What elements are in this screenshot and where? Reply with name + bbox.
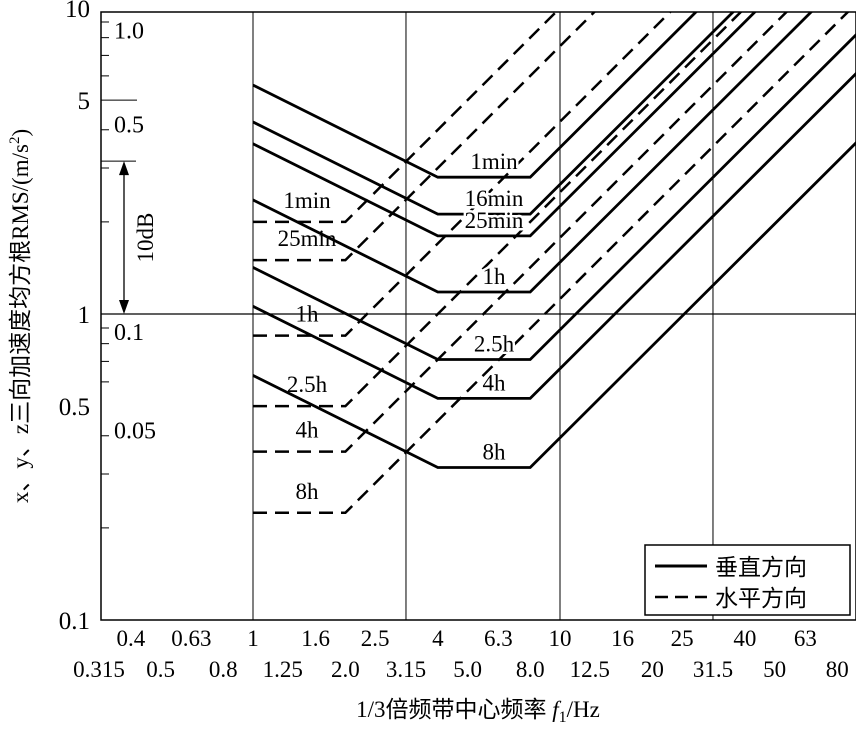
- x-tick-label-row2: 12.5: [570, 657, 610, 682]
- curve-horizontal: [253, 12, 743, 408]
- curve-vertical: [252, 12, 757, 238]
- x-tick-label-row1: 1: [247, 626, 259, 651]
- y-tick-label: 0.5: [59, 394, 90, 421]
- x-tick-label-row2: 50: [763, 657, 786, 682]
- x-tick-label-row1: 4: [432, 626, 444, 651]
- y-tick-label: 1: [78, 302, 91, 329]
- y-secondary-label: 0.1: [114, 320, 144, 346]
- x-tick-label-row2: 2.0: [331, 657, 360, 682]
- x-tick-label-row2: 0.8: [209, 657, 238, 682]
- curve-horizontal: [253, 12, 558, 224]
- curve-vertical: [252, 12, 698, 179]
- x-tick-label-row1: 25: [671, 626, 694, 651]
- grid-lines: [101, 12, 856, 620]
- y-secondary-label: 0.5: [114, 112, 144, 138]
- x-tick-label-row2: 0.5: [146, 657, 175, 682]
- x-tick-label-row1: 0.63: [171, 626, 211, 651]
- y-secondary-label: 0.05: [114, 418, 156, 444]
- legend: 垂直方向 水平方向: [644, 544, 851, 616]
- curve-vertical: [252, 12, 736, 216]
- curve-label: 16min: [465, 186, 524, 211]
- curve-label: 8h: [483, 440, 507, 465]
- x-tick-label-row2: 20: [641, 657, 664, 682]
- arrow-up-icon: [119, 161, 129, 176]
- curve-label: 25min: [278, 226, 337, 251]
- x-tick-label-row1: 0.4: [116, 626, 145, 651]
- arrow-down-icon: [119, 300, 129, 314]
- x-tick-label-row1: 16: [611, 626, 634, 651]
- legend-box: [644, 544, 851, 616]
- curve-horizontal: [253, 12, 850, 515]
- x-tick-label-row2: 8.0: [516, 657, 545, 682]
- y-tick-label: 5: [78, 88, 91, 115]
- curve-label: 25min: [465, 208, 524, 233]
- curve-vertical: [252, 140, 856, 469]
- legend-label-horizontal: 水平方向: [715, 586, 807, 611]
- curve-label: 1h: [296, 302, 320, 327]
- curve-horizontal: [253, 12, 597, 262]
- x-tick-label-row2: 1.25: [263, 657, 303, 682]
- x-tick-label-row1: 2.5: [361, 626, 390, 651]
- y-axis-title: x、y、z三向加速度均方根RMS/(m/s2): [7, 129, 33, 503]
- x-tick-label-row1: 6.3: [484, 626, 513, 651]
- y-secondary-label: 1.0: [114, 19, 144, 45]
- curve-vertical: [252, 32, 856, 361]
- x-axis-title: 1/3倍频带中心频率 f1/Hz: [356, 697, 600, 726]
- x-tick-label-row1: 10: [549, 626, 572, 651]
- x-tick-label-row1: 40: [733, 626, 756, 651]
- 10db-label: 10dB: [133, 213, 158, 263]
- curve-vertical: [252, 71, 856, 400]
- y-tick-label: 0.1: [59, 608, 90, 635]
- x-tick-label-row2: 31.5: [693, 657, 733, 682]
- curves: [252, 12, 856, 515]
- plot-frame: [100, 11, 856, 621]
- x-tick-label-row2: 80: [826, 657, 849, 682]
- curve-label: 8h: [296, 479, 320, 504]
- curve-label: 2.5h: [287, 372, 328, 397]
- x-tick-label-row2: 0.315: [73, 657, 125, 682]
- curve-label: 1min: [470, 149, 518, 174]
- x-tick-label-row2: 3.15: [386, 657, 426, 682]
- y-tick-label: 10: [65, 0, 90, 23]
- curve-label: 1min: [283, 188, 331, 213]
- curve-label: 2.5h: [474, 332, 515, 357]
- x-tick-label-row1: 63: [794, 626, 817, 651]
- x-tick-label-row2: 5.0: [453, 657, 482, 682]
- curve-horizontal: [253, 12, 672, 337]
- curve-horizontal: [253, 12, 789, 453]
- curve-label: 1h: [483, 264, 507, 289]
- x-tick-label-row1: 1.6: [301, 626, 330, 651]
- curve-label: 4h: [296, 418, 320, 443]
- curve-label: 4h: [483, 370, 507, 395]
- curve-labels: 1min16min25min1h2.5h4h8h1min25min1h2.5h4…: [278, 147, 527, 504]
- legend-label-vertical: 垂直方向: [715, 555, 807, 580]
- curve-vertical: [252, 12, 814, 294]
